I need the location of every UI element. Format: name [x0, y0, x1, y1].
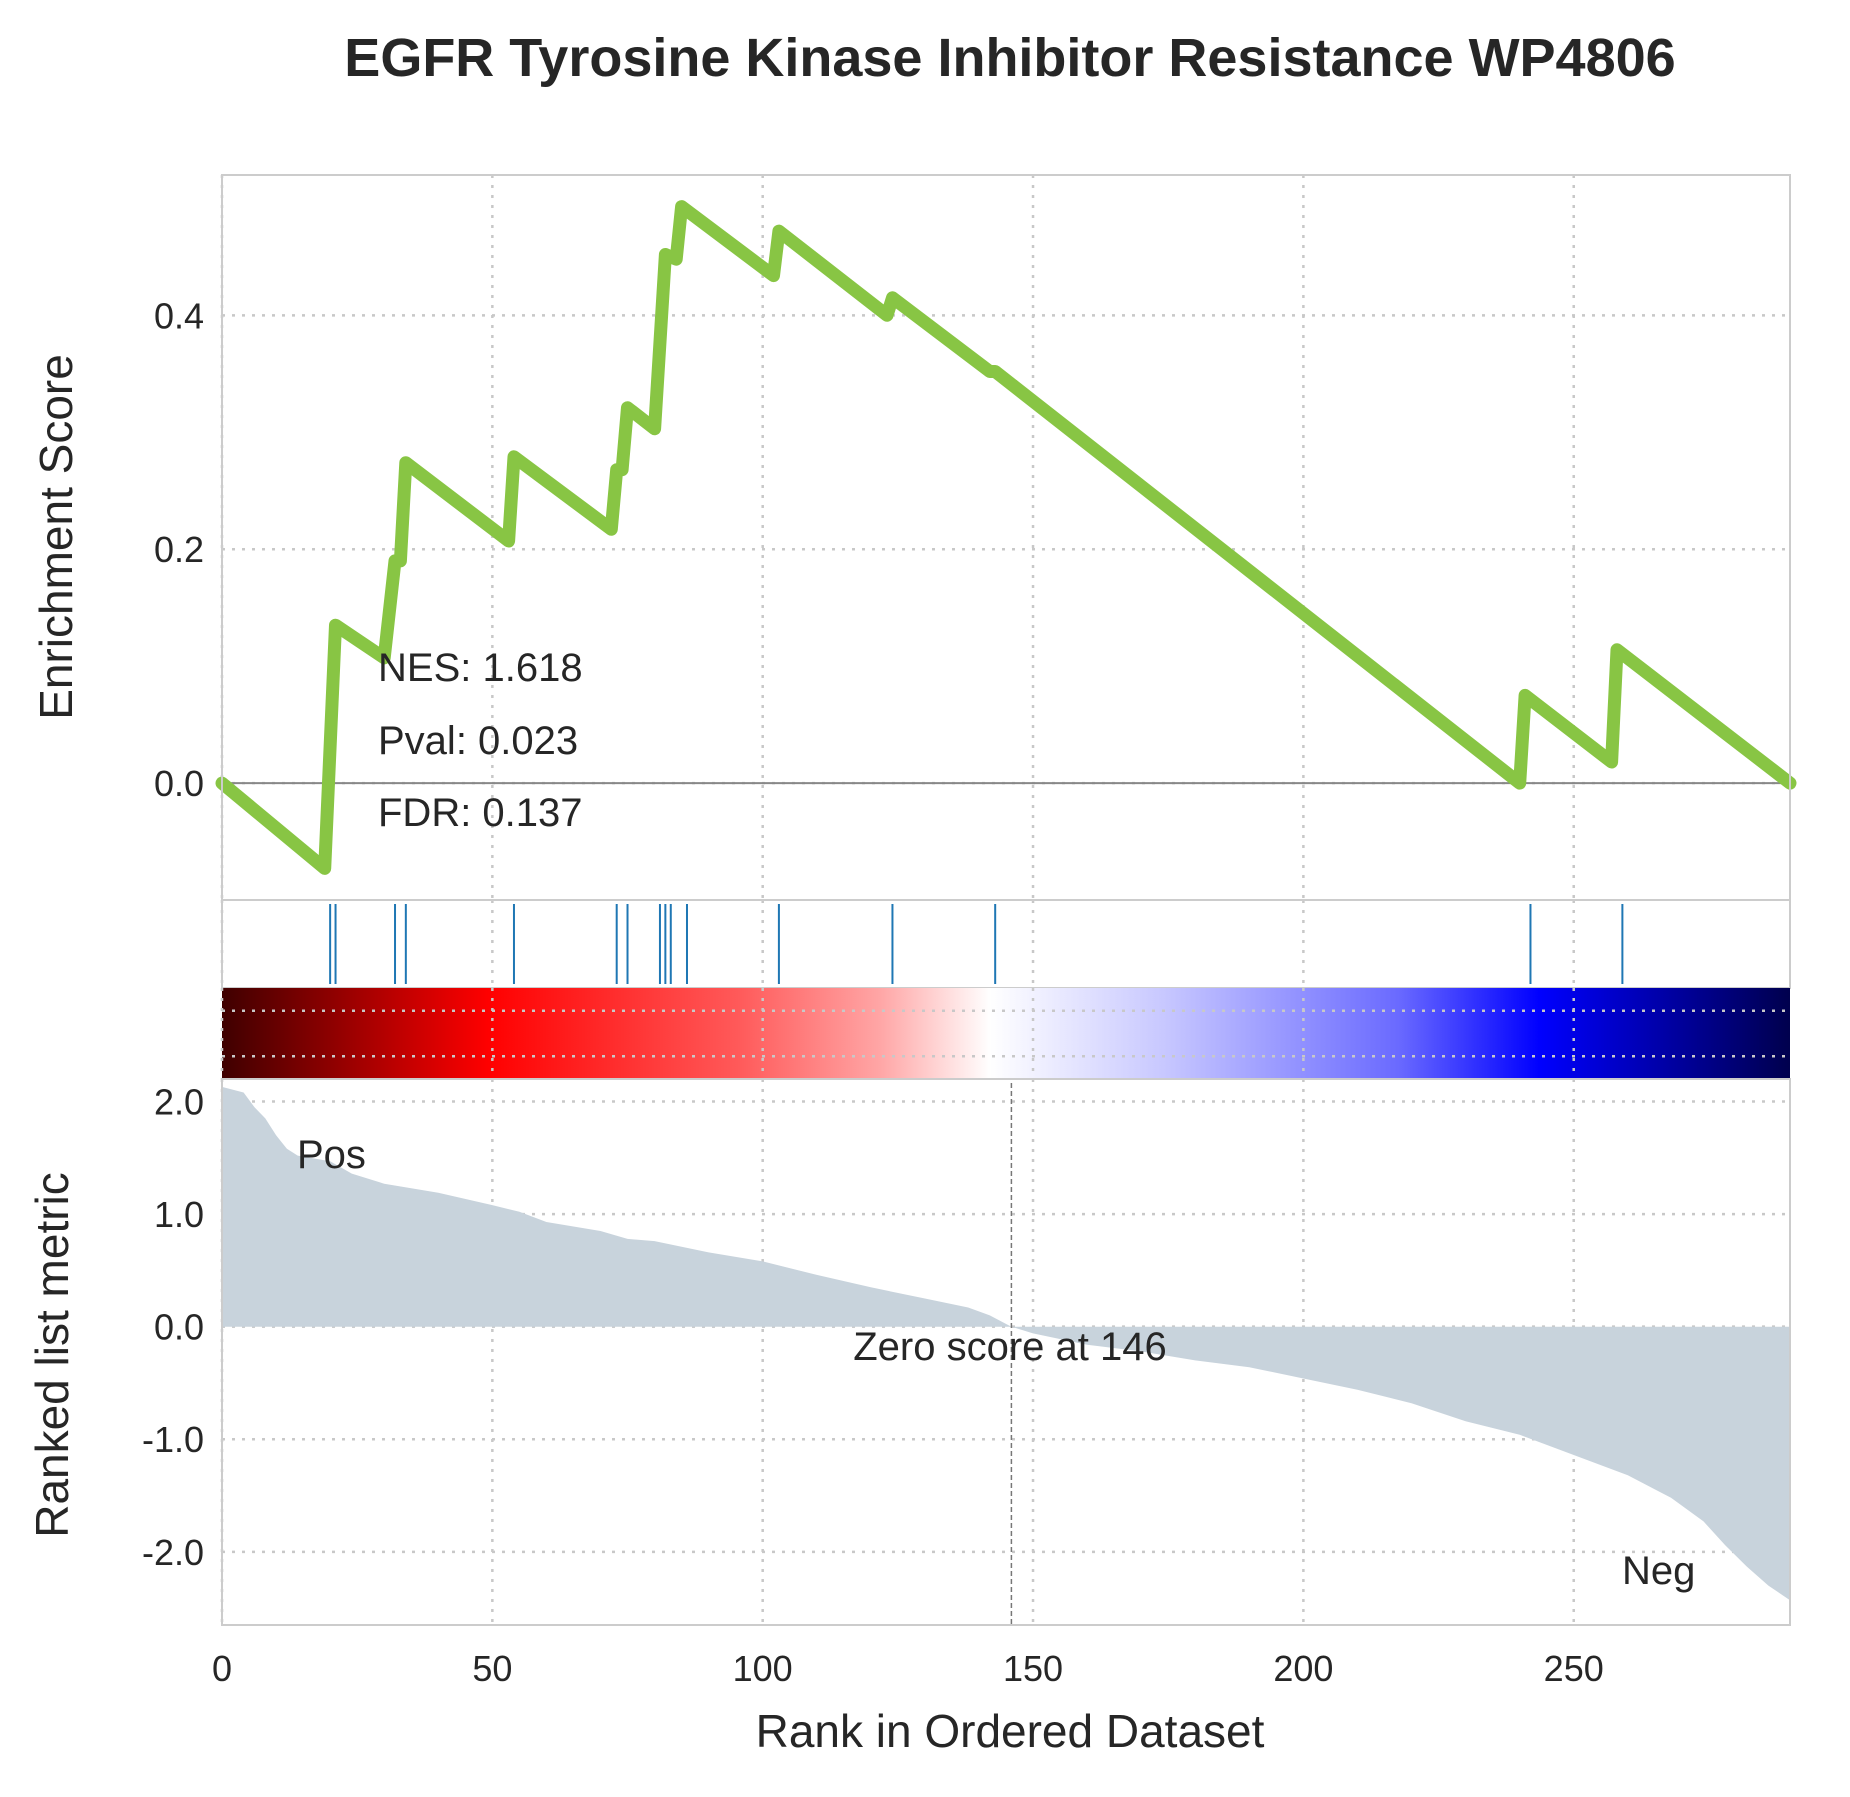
ranked-y-tick-label: -2.0 — [142, 1532, 204, 1573]
ranked-y-ticks: 2.0 1.0 0.0 -1.0 -2.0 — [142, 1082, 204, 1573]
x-axis-ticks: 0 50 100 150 200 250 — [212, 1648, 1604, 1689]
hits-panel — [220, 899, 1791, 989]
enrichment-y-tick-label: 0.4 — [154, 295, 204, 336]
ranked-metric-area — [222, 1086, 1790, 1601]
x-tick-label: 50 — [472, 1648, 512, 1689]
enrichment-y-label: Enrichment Score — [30, 354, 82, 720]
metric-heatmap — [222, 988, 1790, 1079]
ranked-y-tick-label: 1.0 — [154, 1194, 204, 1235]
heatmap-panel — [220, 988, 1790, 1079]
pos-label: Pos — [297, 1133, 366, 1177]
x-tick-label: 250 — [1544, 1648, 1604, 1689]
chart-title: EGFR Tyrosine Kinase Inhibitor Resistanc… — [344, 28, 1675, 88]
pval-annotation: Pval: 0.023 — [378, 719, 578, 763]
fdr-annotation: FDR: 0.137 — [378, 791, 583, 835]
ranked-frame — [221, 1078, 1791, 1626]
neg-label: Neg — [1622, 1549, 1695, 1593]
x-axis-label: Rank in Ordered Dataset — [756, 1705, 1265, 1757]
hits-grid — [220, 900, 1575, 988]
enrichment-y-tick-label: 0.2 — [154, 529, 204, 570]
ranked-y-tick-label: -1.0 — [142, 1419, 204, 1460]
enrichment-panel: 0.0 0.2 0.4 Enrichment Score NES: 1.618 Pv… — [30, 174, 1797, 901]
x-tick-label: 150 — [1003, 1648, 1063, 1689]
x-tick-label: 100 — [733, 1648, 793, 1689]
enrichment-y-tick-label: 0.0 — [154, 763, 204, 804]
ranked-y-tick-label: 2.0 — [154, 1082, 204, 1123]
enrichment-y-ticks: 0.0 0.2 0.4 — [154, 295, 204, 804]
x-tick-label: 0 — [212, 1648, 232, 1689]
ranked-y-label: Ranked list metric — [26, 1172, 78, 1538]
heatmap-grid — [220, 988, 1790, 1079]
hits-frame — [221, 899, 1791, 989]
ranked-panel: 2.0 1.0 0.0 -1.0 -2.0 Ranked list metric Zer… — [26, 1078, 1791, 1626]
hit-markers — [329, 904, 1624, 984]
enrichment-score-line — [215, 200, 1797, 875]
zero-score-annotation: Zero score at 146 — [853, 1325, 1167, 1369]
ranked-y-tick-label: 0.0 — [154, 1307, 204, 1348]
nes-annotation: NES: 1.618 — [378, 646, 583, 690]
x-tick-label: 200 — [1273, 1648, 1333, 1689]
